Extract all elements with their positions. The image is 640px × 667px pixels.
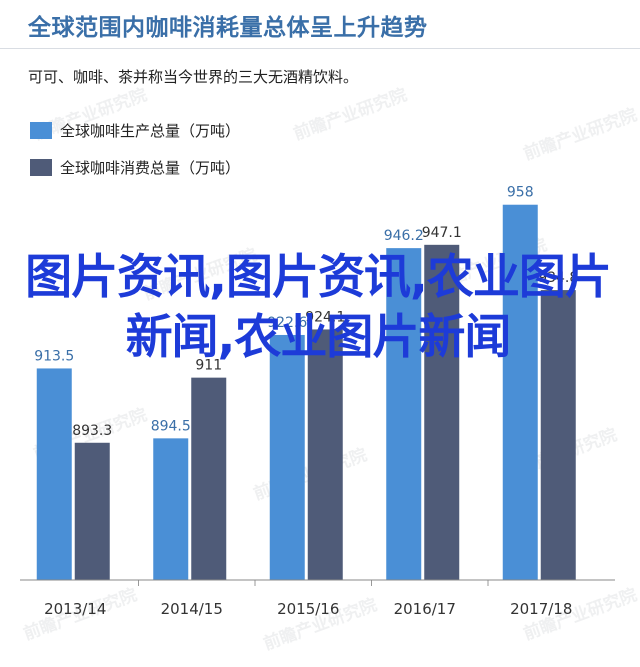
x-tick-label-2016/17: 2016/17 (394, 600, 456, 618)
bar-production-2014/15 (153, 438, 189, 580)
x-tick-label-2017/18: 2017/18 (510, 600, 572, 618)
bar-consumption-2017/18 (540, 290, 576, 580)
legend-item-production: 全球咖啡生产总量（万吨） (30, 120, 240, 140)
data-label-consumption-2015/16: 924.1 (305, 309, 345, 325)
legend-swatch-production (30, 121, 52, 139)
data-label-consumption-2013/14: 893.3 (72, 423, 112, 439)
bar-consumption-2014/15 (191, 377, 227, 580)
title-divider (0, 48, 640, 49)
data-label-production-2013/14: 913.5 (34, 348, 74, 364)
bar-production-2013/14 (36, 368, 72, 580)
subtitle: 可可、咖啡、茶并称当今世界的三大无酒精饮料。 (28, 68, 359, 86)
legend-item-consumption: 全球咖啡消费总量（万吨） (30, 157, 240, 177)
bar-production-2015/16 (269, 334, 305, 580)
x-tick-label-2014/15: 2014/15 (161, 600, 223, 618)
page-title: 全球范围内咖啡消耗量总体呈上升趋势 (28, 15, 428, 41)
data-label-consumption-2016/17: 947.1 (422, 225, 462, 241)
data-label-production-2014/15: 894.5 (151, 418, 191, 434)
bar-production-2016/17 (386, 248, 422, 580)
overlay-caption: 图片资讯,图片资讯,农业图片新闻,农业图片新闻 (25, 250, 612, 366)
legend-swatch-consumption (30, 158, 52, 176)
data-label-production-2015/16: 922.6 (267, 315, 307, 331)
data-label-consumption-2014/15: 911 (195, 358, 222, 374)
bar-consumption-2015/16 (307, 329, 343, 580)
bar-production-2017/18 (502, 204, 538, 580)
x-tick-label-2013/14: 2013/14 (44, 600, 106, 618)
x-tick-label-2015/16: 2015/16 (277, 600, 339, 618)
legend: 全球咖啡生产总量（万吨） 全球咖啡消费总量（万吨） (30, 120, 240, 194)
data-label-consumption-2017/18: 934.8 (538, 270, 578, 286)
legend-label-consumption: 全球咖啡消费总量（万吨） (60, 158, 241, 177)
legend-label-production: 全球咖啡生产总量（万吨） (60, 121, 241, 140)
data-label-production-2016/17: 946.2 (384, 228, 424, 244)
bar-consumption-2016/17 (424, 244, 460, 581)
data-label-production-2017/18: 958 (507, 185, 534, 201)
bar-consumption-2013/14 (74, 442, 110, 580)
